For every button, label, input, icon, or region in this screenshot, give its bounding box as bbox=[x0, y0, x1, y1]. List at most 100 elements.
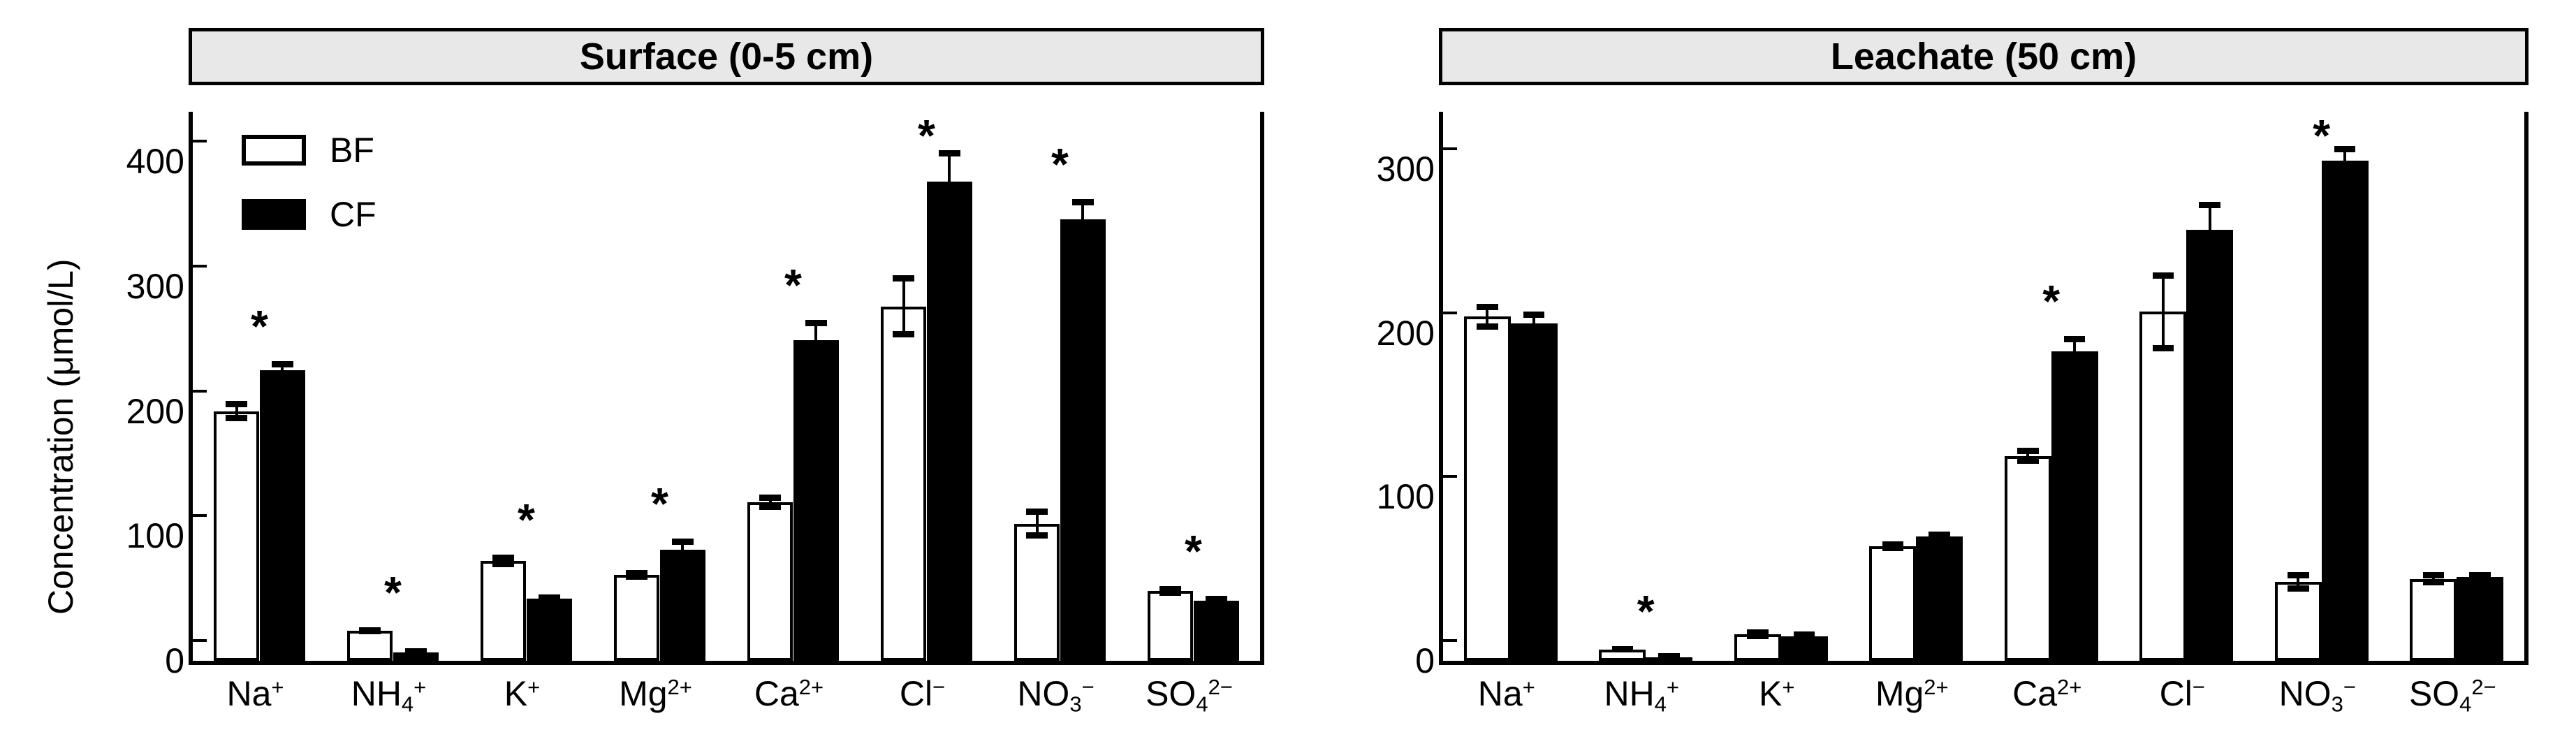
x-axis-label-Na+: Na+ bbox=[1477, 674, 1535, 713]
panel-title-text: Leachate (50 cm) bbox=[1830, 36, 2137, 78]
bar-SO42--CF bbox=[2457, 577, 2503, 661]
panel-title-leachate: Leachate (50 cm) bbox=[1439, 28, 2529, 85]
panel-title-text: Surface (0-5 cm) bbox=[579, 36, 874, 78]
y-axis-tick: 200 bbox=[1377, 311, 1457, 353]
error-cap-Ca2+-BF bbox=[2017, 458, 2039, 465]
error-cap-K+-CF bbox=[1793, 631, 1815, 638]
error-cap-Na+-BF bbox=[226, 415, 247, 422]
bar-SO42--CF bbox=[1193, 601, 1240, 661]
bar-Na+-CF bbox=[259, 370, 306, 661]
error-cap-SO42--CF bbox=[2469, 572, 2491, 579]
bar-NO3--BF bbox=[2274, 582, 2322, 661]
x-axis-label-NH4+: NH4+ bbox=[351, 674, 427, 717]
bar-Cl--BF bbox=[2139, 312, 2187, 661]
error-cap-Na+-BF bbox=[1477, 303, 1498, 310]
y-axis-tick-mark bbox=[193, 140, 207, 143]
plot-area-surface: BF CF 0 100 200 300 400 * * * * * * * * bbox=[126, 110, 1264, 680]
bar-Mg2+-BF bbox=[1869, 546, 1917, 661]
significance-star-Ca2+: * bbox=[2042, 276, 2061, 327]
bar-Cl--CF bbox=[2186, 229, 2233, 661]
error-cap-Ca2+-CF bbox=[805, 353, 827, 360]
y-axis-tick-label: 400 bbox=[126, 142, 184, 182]
error-cap-Ca2+-CF bbox=[2063, 359, 2086, 366]
error-cap-Na+-CF bbox=[272, 372, 293, 379]
x-axis-label-NO3-: NO3− bbox=[2278, 674, 2356, 717]
legend-item-CF[interactable]: CF bbox=[242, 194, 376, 235]
error-cap-NO3--BF bbox=[2288, 572, 2309, 579]
y-axis-tick-mark bbox=[1443, 639, 1457, 642]
error-cap-Na+-CF bbox=[1523, 328, 1545, 335]
error-cap-Na+-BF bbox=[1477, 323, 1498, 330]
error-bar-SO42--BF bbox=[2431, 572, 2435, 586]
error-cap-Ca2+-BF bbox=[759, 503, 781, 510]
error-cap-Cl--CF bbox=[2199, 202, 2220, 209]
error-cap-NH4+-BF bbox=[359, 628, 381, 635]
error-cap-Mg2+-CF bbox=[1929, 534, 1950, 541]
y-axis-tick: 100 bbox=[1377, 475, 1457, 517]
error-cap-Ca2+-BF bbox=[759, 495, 781, 502]
bar-Mg2+-CF bbox=[659, 550, 706, 661]
bar-Ca2+-BF bbox=[747, 502, 793, 661]
error-cap-K+-BF bbox=[1747, 633, 1769, 640]
error-cap-Cl--BF bbox=[893, 275, 914, 282]
error-bar-Na+-CF bbox=[1532, 312, 1536, 335]
bar-SO42--BF bbox=[2410, 578, 2457, 661]
error-cap-SO42--BF bbox=[2422, 572, 2445, 579]
error-cap-K+-CF bbox=[1793, 634, 1815, 641]
error-bar-Cl--BF bbox=[2161, 272, 2165, 351]
legend-label-CF: CF bbox=[330, 195, 376, 234]
bar-NH4+-BF bbox=[346, 631, 393, 661]
error-cap-Ca2+-CF bbox=[2063, 336, 2086, 343]
y-axis-tick-mark bbox=[193, 265, 207, 268]
error-cap-Cl--CF bbox=[2199, 251, 2220, 258]
error-bar-Na+-CF bbox=[281, 361, 284, 379]
bar-Mg2+-CF bbox=[1916, 536, 1963, 661]
significance-star-Ca2+: * bbox=[784, 260, 802, 311]
panel-leachate: Leachate (50 cm) 0 100 200 300 * * * Na+ NH4+ K+… bbox=[1299, 0, 2576, 753]
bar-Na+-BF bbox=[213, 411, 260, 661]
error-cap-NH4+-BF bbox=[1611, 646, 1634, 653]
bar-Ca2+-BF bbox=[2004, 455, 2051, 661]
x-axis-label-Cl-: Cl− bbox=[2159, 674, 2205, 713]
error-cap-NO3--BF bbox=[2288, 585, 2309, 592]
error-cap-Mg2+-BF bbox=[1882, 544, 1904, 551]
y-axis-tick: 0 bbox=[1415, 639, 1457, 681]
bar-NO3--CF bbox=[1060, 219, 1106, 661]
error-bar-Na+-BF bbox=[1486, 303, 1489, 330]
x-axis-label-Cl-: Cl− bbox=[899, 674, 946, 713]
error-bar-Na+-BF bbox=[235, 401, 238, 421]
x-axis-label-NO3-: NO3− bbox=[1017, 674, 1095, 717]
error-cap-Mg2+-BF bbox=[626, 569, 647, 576]
bar-Mg2+-BF bbox=[613, 574, 660, 661]
error-cap-Mg2+-BF bbox=[626, 573, 647, 580]
error-cap-Na+-BF bbox=[226, 401, 247, 408]
legend-item-BF[interactable]: BF bbox=[242, 130, 374, 170]
y-axis-label: Concentration (μmol/L) bbox=[41, 258, 80, 615]
y-axis-tick: 100 bbox=[126, 514, 207, 556]
error-cap-SO42--BF bbox=[1159, 590, 1181, 597]
bar-Cl--BF bbox=[880, 306, 927, 661]
significance-star-Cl-: * bbox=[918, 110, 935, 161]
y-axis-tick: 200 bbox=[126, 389, 207, 432]
error-cap-Na+-CF bbox=[272, 361, 293, 368]
error-cap-NO3--CF bbox=[1072, 199, 1094, 206]
y-axis-tick-label: 0 bbox=[1415, 641, 1435, 680]
error-bar-NO3--CF bbox=[1081, 199, 1085, 240]
significance-star-Mg2+: * bbox=[651, 478, 668, 529]
y-axis-tick: 0 bbox=[165, 639, 207, 681]
bar-NO3--CF bbox=[2321, 161, 2369, 661]
significance-star-Na+: * bbox=[251, 301, 268, 352]
error-bar-Ca2+-BF bbox=[768, 495, 772, 510]
y-axis-tick-mark bbox=[1443, 475, 1457, 478]
error-cap-Mg2+-BF bbox=[1882, 541, 1904, 548]
plot-area-leachate: 0 100 200 300 * * * bbox=[1377, 112, 2529, 680]
y-axis-tick-mark bbox=[193, 514, 207, 518]
panel-title-surface: Surface (0-5 cm) bbox=[189, 28, 1264, 85]
bar-Ca2+-CF bbox=[793, 339, 840, 661]
error-bar-Cl--CF bbox=[948, 150, 951, 213]
bar-Na+-BF bbox=[1463, 316, 1511, 661]
error-cap-Cl--BF bbox=[2152, 272, 2174, 279]
bar-K+-BF bbox=[480, 561, 527, 661]
x-axis-label-SO42-: SO42− bbox=[1146, 674, 1233, 717]
error-bar-NO3--BF bbox=[1035, 509, 1039, 539]
